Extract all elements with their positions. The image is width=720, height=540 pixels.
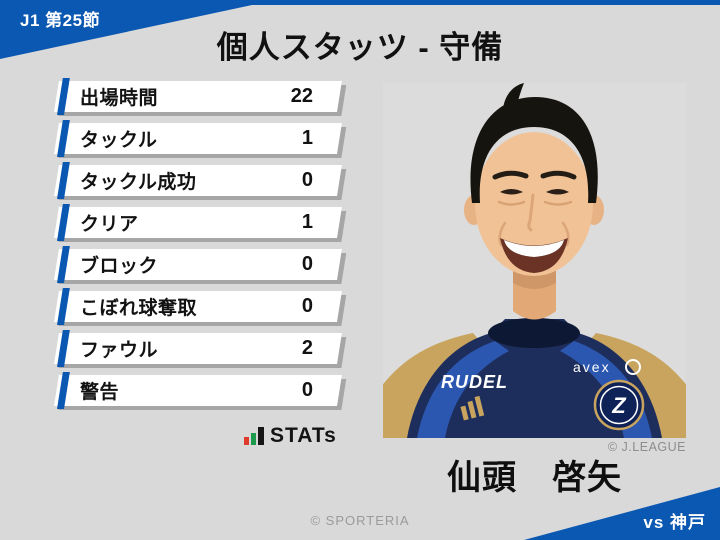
site-credit: © SPORTERIA bbox=[310, 513, 410, 528]
stat-value: 22 bbox=[290, 85, 313, 107]
opponent-label: vs 神戸 bbox=[643, 513, 706, 532]
stat-row-tackles: タックル 1 bbox=[54, 120, 342, 157]
stat-row-tackles-won: タックル成功 0 bbox=[54, 162, 342, 199]
stats-table: 出場時間 22 タックル 1 タックル成功 0 クリア 1 ブロック 0 こぼれ球奪取 0 bbox=[54, 78, 342, 417]
stat-label: こぼれ球奪取 bbox=[80, 298, 198, 319]
stats-logo: STATs bbox=[244, 425, 337, 449]
face-features bbox=[492, 170, 577, 247]
jersey-brand-stripes bbox=[460, 395, 485, 421]
crest-initial: Z bbox=[611, 393, 627, 418]
stat-label: タックル bbox=[80, 130, 158, 151]
stat-label: ファウル bbox=[80, 340, 159, 361]
stat-label: タックル成功 bbox=[80, 172, 197, 193]
stat-row-yellow-cards: 警告 0 bbox=[54, 372, 342, 409]
stat-row-fouls: ファウル 2 bbox=[54, 330, 342, 367]
stat-value: 1 bbox=[301, 127, 313, 149]
stat-value: 2 bbox=[301, 337, 313, 359]
matchday-label: J1 第25節 bbox=[20, 11, 101, 30]
player-photo: RUDEL avex Z bbox=[383, 83, 686, 438]
stat-label: ブロック bbox=[80, 256, 159, 277]
stat-value: 0 bbox=[301, 295, 313, 317]
jersey-collar bbox=[488, 318, 580, 348]
jersey-sponsor-left: RUDEL bbox=[441, 372, 508, 392]
hair bbox=[470, 83, 598, 203]
stat-value: 0 bbox=[301, 169, 313, 191]
stat-label: 警告 bbox=[80, 382, 120, 403]
photo-credit: © J.LEAGUE bbox=[607, 440, 686, 454]
page-title: 個人スタッツ - 守備 bbox=[216, 30, 504, 65]
club-crest: Z bbox=[593, 379, 645, 431]
stat-label: クリア bbox=[80, 214, 139, 235]
stat-row-clearances: クリア 1 bbox=[54, 204, 342, 241]
stat-value: 0 bbox=[301, 379, 313, 401]
top-accent-bar bbox=[0, 0, 720, 5]
stats-logo-text: STATs bbox=[270, 424, 337, 447]
smile bbox=[500, 238, 568, 273]
stat-value: 0 bbox=[301, 253, 313, 275]
stat-row-loose-ball-recoveries: こぼれ球奪取 0 bbox=[54, 288, 342, 325]
sponsor-mark bbox=[625, 359, 641, 375]
player-portrait-illustration: RUDEL avex Z bbox=[383, 83, 686, 438]
bar-chart-icon bbox=[244, 427, 264, 449]
stat-label: 出場時間 bbox=[80, 88, 159, 109]
stat-row-minutes: 出場時間 22 bbox=[54, 78, 342, 115]
stat-value: 1 bbox=[301, 211, 313, 233]
player-name: 仙頭 啓矢 bbox=[447, 459, 622, 497]
jersey-sponsor-right: avex bbox=[573, 359, 611, 375]
stat-row-blocks: ブロック 0 bbox=[54, 246, 342, 283]
